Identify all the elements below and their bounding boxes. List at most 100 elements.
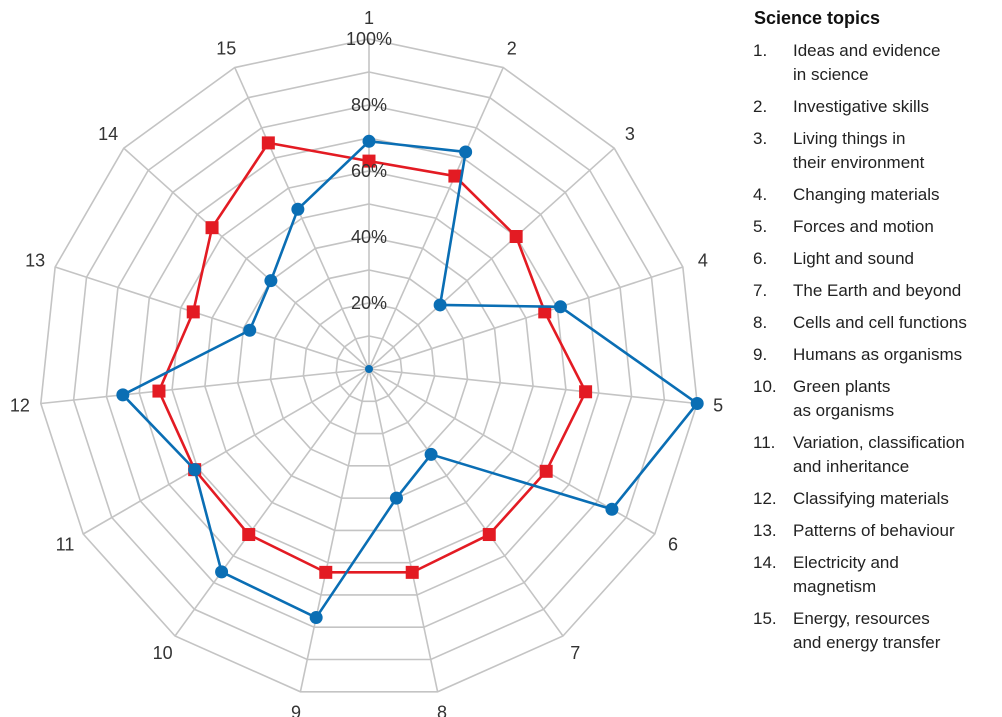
axis-number-label: 14 [98, 124, 118, 144]
data-point-square [482, 528, 496, 542]
data-point-circle [605, 502, 619, 516]
topic-number: 3. [753, 129, 768, 148]
percent-tick-label: 20% [351, 293, 387, 313]
axis-spoke [40, 368, 370, 405]
axis-spoke [368, 266, 684, 370]
topic-item: 4. Changing materials [753, 183, 1002, 207]
data-point-circle [459, 145, 473, 159]
axis-spoke [123, 147, 370, 370]
axis-number-label: 1 [364, 8, 374, 28]
grid-ring [302, 302, 436, 435]
data-point-circle [243, 323, 257, 337]
topic-item: 2. Investigative skills [753, 95, 1002, 119]
topic-number: 7. [753, 281, 768, 300]
series-line [157, 141, 587, 574]
axis-number-label: 4 [698, 251, 708, 271]
topic-label: Light and sound [793, 249, 914, 268]
axis-number-label: 3 [625, 124, 635, 144]
data-point-circle [690, 396, 704, 410]
grid-ring [138, 137, 600, 596]
topic-label: Variation, classification and inheritanc… [793, 433, 965, 476]
axis-number-label: 7 [570, 643, 580, 663]
data-point-square [539, 464, 553, 478]
topic-item: 3. Living things in their environment [753, 127, 1002, 175]
topic-item: 13. Patterns of behaviour [753, 519, 1002, 543]
data-point-circle [116, 388, 130, 402]
data-point-square [362, 154, 376, 168]
axis-spoke [368, 368, 698, 405]
topic-number: 1. [753, 41, 768, 60]
data-point-circle [389, 491, 403, 505]
data-point-circle [433, 298, 447, 312]
data-point-square [186, 305, 200, 319]
data-point-square [405, 565, 419, 579]
topic-label: Ideas and evidence in science [793, 41, 941, 84]
topic-number: 12. [753, 489, 777, 508]
center-point [365, 365, 373, 373]
topic-item: 9. Humans as organisms [753, 343, 1002, 367]
data-point-square [509, 230, 523, 244]
data-point-circle [553, 300, 567, 314]
grid-ring [269, 269, 469, 467]
axis-spoke [82, 368, 370, 535]
topic-item: 7. The Earth and beyond [753, 279, 1002, 303]
legend: Science topics 1. Ideas and evidence in s… [753, 8, 1002, 663]
topic-label: Humans as organisms [793, 345, 963, 364]
topic-number: 11. [753, 433, 776, 452]
legend-title: Science topics [754, 8, 881, 28]
grid-ring [72, 71, 666, 661]
topic-item: 1. Ideas and evidence in science [753, 39, 1002, 87]
data-point-square [152, 384, 166, 398]
topic-list: 1. Ideas and evidence in science 2. Investi… [753, 39, 1002, 655]
topic-item: 6. Light and sound [753, 247, 1002, 271]
topic-number: 15. [753, 609, 777, 628]
topic-label: Changing materials [793, 185, 940, 204]
axis-number-label: 9 [291, 702, 301, 717]
topic-number: 2. [753, 97, 768, 116]
topic-number: 4. [753, 185, 768, 204]
topic-label: Living things in their environment [793, 129, 925, 172]
topic-number: 13. [753, 521, 777, 540]
percent-tick-label: 100% [346, 29, 392, 49]
percent-tick-label: 60% [351, 161, 387, 181]
topic-item: 12. Classifying materials [753, 487, 1002, 511]
axis-spoke [368, 147, 615, 370]
topic-label: Energy, resources and energy transfer [793, 609, 941, 652]
data-point-circle [362, 134, 376, 148]
axis-number-label: 11 [56, 535, 75, 555]
axis-number-label: 10 [153, 643, 173, 663]
grid-ring [39, 38, 699, 693]
grid-ring [335, 335, 403, 403]
axis-number-label: 5 [713, 396, 723, 416]
data-point-square [448, 169, 462, 183]
data-point-circle [424, 447, 438, 461]
topic-label: Classifying materials [793, 489, 949, 508]
axis-spoke [299, 368, 370, 692]
axis-spoke [54, 266, 370, 370]
axis-number-label: 15 [216, 38, 236, 58]
data-point-circle [264, 274, 278, 288]
topic-label: Cells and cell functions [793, 313, 967, 332]
axis-spoke [368, 368, 439, 692]
data-point-square [261, 136, 275, 150]
grid-ring [204, 203, 534, 532]
topic-item: 10. Green plants as organisms [753, 375, 1002, 423]
topic-number: 9. [753, 345, 768, 364]
series-group [116, 134, 704, 625]
topic-item: 15. Energy, resources and energy transfer [753, 607, 1002, 655]
axis-number-label: 8 [437, 702, 447, 717]
data-point-circle [215, 565, 229, 579]
data-point-square [242, 528, 256, 542]
percent-tick-label: 40% [351, 227, 387, 247]
grid-ring [105, 104, 633, 629]
data-point-square [319, 565, 333, 579]
axis-spoke [368, 67, 504, 370]
topic-item: 14. Electricity and magnetism [753, 551, 1002, 599]
topic-item: 11. Variation, classification and inherit… [753, 431, 1002, 479]
data-point-square [538, 305, 552, 319]
data-point-circle [309, 611, 323, 625]
percent-tick-label: 80% [351, 95, 387, 115]
axis-number-label: 12 [10, 396, 30, 416]
